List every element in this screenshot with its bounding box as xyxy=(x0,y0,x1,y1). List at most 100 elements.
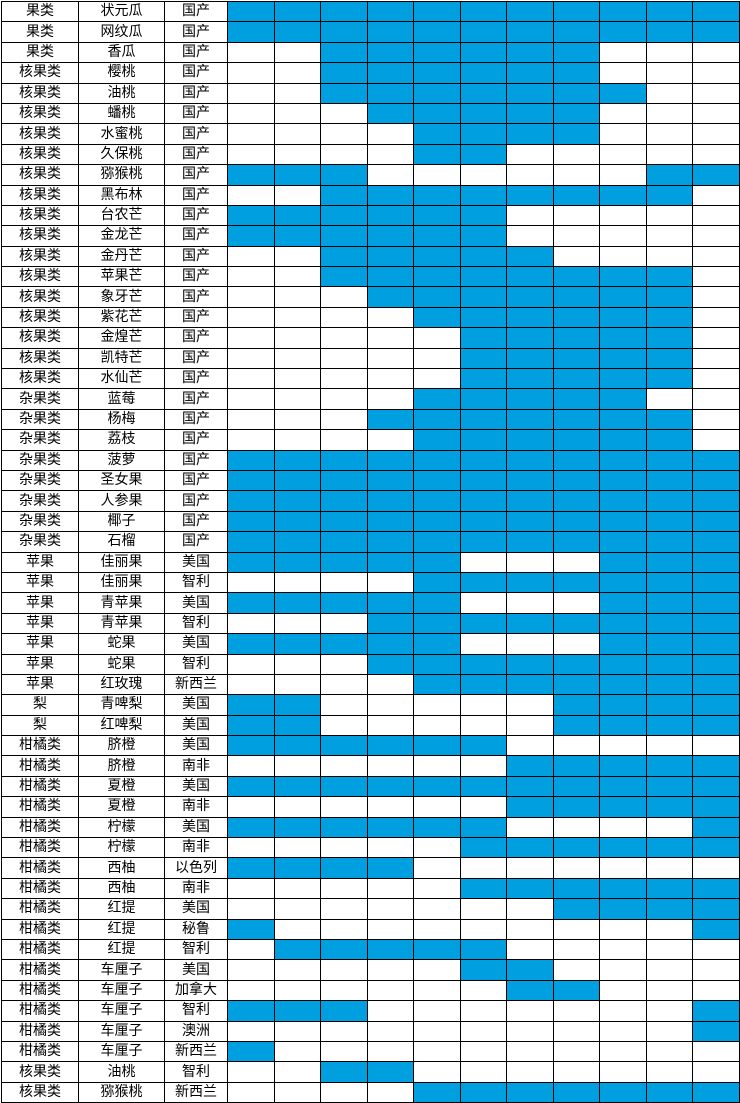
season-cell-empty xyxy=(273,612,321,635)
season-cell-empty xyxy=(320,714,368,737)
season-cell-empty xyxy=(599,857,647,879)
season-cell-empty xyxy=(273,62,321,84)
season-cell-filled xyxy=(366,612,414,635)
season-cell-filled xyxy=(227,225,275,247)
season-cell-filled xyxy=(599,266,647,288)
table-row: 核果类 猕猴桃 国产 xyxy=(1,164,740,186)
season-cell-filled xyxy=(366,490,414,512)
season-cell-filled xyxy=(645,837,693,859)
origin-cell: 国产 xyxy=(164,388,228,410)
season-cell-filled xyxy=(645,327,693,349)
season-cell-empty xyxy=(692,429,740,451)
season-cell-empty xyxy=(366,755,414,777)
season-cell-empty xyxy=(645,918,693,940)
season-cell-empty xyxy=(413,796,461,818)
fruit-name-cell: 佳丽果 xyxy=(78,551,165,573)
season-cell-filled xyxy=(413,266,461,288)
category-cell: 苹果 xyxy=(1,673,79,696)
season-cell-filled xyxy=(506,1081,554,1103)
season-cell-filled xyxy=(692,898,740,920)
season-cell-empty xyxy=(273,1061,321,1083)
category-cell: 柑橘类 xyxy=(1,938,79,961)
season-cell-empty xyxy=(506,204,554,227)
table-row: 柑橘类 红提 美国 xyxy=(1,898,740,920)
season-cell-empty xyxy=(413,347,461,370)
season-cell-filled xyxy=(692,21,740,43)
season-cell-filled xyxy=(413,735,461,757)
season-cell-filled xyxy=(273,1000,321,1022)
season-cell-filled xyxy=(552,408,600,431)
season-cell-empty xyxy=(366,143,414,166)
season-cell-empty xyxy=(413,368,461,390)
category-cell: 核果类 xyxy=(1,286,79,308)
season-cell-empty xyxy=(645,735,693,757)
season-cell-filled xyxy=(413,531,461,553)
category-cell: 核果类 xyxy=(1,1061,79,1083)
season-cell-filled xyxy=(645,266,693,288)
season-cell-filled xyxy=(459,469,507,492)
season-cell-filled xyxy=(459,286,507,308)
fruit-name-cell: 紫花芒 xyxy=(78,306,165,329)
season-cell-filled xyxy=(645,164,693,186)
season-cell-filled xyxy=(227,735,275,757)
season-cell-empty xyxy=(320,571,368,594)
season-cell-empty xyxy=(320,898,368,920)
fruit-name-cell: 猕猴桃 xyxy=(78,164,165,186)
season-cell-filled xyxy=(599,388,647,410)
season-cell-empty xyxy=(459,796,507,818)
fruit-name-cell: 金煌芒 xyxy=(78,327,165,349)
table-row: 核果类 水蜜桃 国产 xyxy=(1,123,740,145)
season-cell-empty xyxy=(366,123,414,145)
season-cell-empty xyxy=(413,918,461,940)
season-cell-filled xyxy=(459,82,507,104)
season-cell-filled xyxy=(552,653,600,675)
category-cell: 梨 xyxy=(1,714,79,737)
season-cell-empty xyxy=(599,959,647,981)
season-cell-empty xyxy=(227,959,275,981)
season-cell-filled xyxy=(320,938,368,961)
fruit-name-cell: 车厘子 xyxy=(78,959,165,981)
season-cell-filled xyxy=(227,164,275,186)
fruit-name-cell: 石榴 xyxy=(78,531,165,553)
category-cell: 核果类 xyxy=(1,102,79,125)
season-cell-empty xyxy=(366,714,414,737)
season-cell-filled xyxy=(599,633,647,655)
origin-cell: 国产 xyxy=(164,469,228,492)
season-cell-filled xyxy=(459,490,507,512)
season-cell-filled xyxy=(506,571,554,594)
season-cell-filled xyxy=(413,0,461,23)
season-cell-filled xyxy=(320,0,368,23)
season-cell-empty xyxy=(645,41,693,64)
category-cell: 核果类 xyxy=(1,347,79,370)
season-cell-empty xyxy=(320,877,368,900)
season-cell-filled xyxy=(459,266,507,288)
season-cell-filled xyxy=(506,531,554,553)
season-cell-filled xyxy=(320,21,368,43)
season-cell-empty xyxy=(366,979,414,1002)
season-cell-filled xyxy=(320,164,368,186)
season-cell-filled xyxy=(692,0,740,23)
fruit-name-cell: 蛇果 xyxy=(78,653,165,675)
season-cell-empty xyxy=(692,979,740,1002)
season-cell-filled xyxy=(552,102,600,125)
season-cell-empty xyxy=(599,143,647,166)
fruit-name-cell: 西柚 xyxy=(78,877,165,900)
season-cell-empty xyxy=(273,143,321,166)
fruit-name-cell: 车厘子 xyxy=(78,979,165,1002)
season-cell-filled xyxy=(552,796,600,818)
origin-cell: 南非 xyxy=(164,755,228,777)
season-cell-filled xyxy=(645,306,693,329)
season-cell-filled xyxy=(506,408,554,431)
season-cell-filled xyxy=(366,510,414,533)
season-cell-empty xyxy=(366,877,414,900)
fruit-name-cell: 西柚 xyxy=(78,857,165,879)
season-cell-filled xyxy=(366,225,414,247)
season-cell-empty xyxy=(227,408,275,431)
category-cell: 核果类 xyxy=(1,1081,79,1103)
season-cell-empty xyxy=(506,898,554,920)
season-cell-filled xyxy=(552,531,600,553)
table-row: 核果类 蟠桃 国产 xyxy=(1,102,740,125)
origin-cell: 美国 xyxy=(164,816,228,839)
season-cell-filled xyxy=(273,225,321,247)
season-cell-filled xyxy=(552,82,600,104)
